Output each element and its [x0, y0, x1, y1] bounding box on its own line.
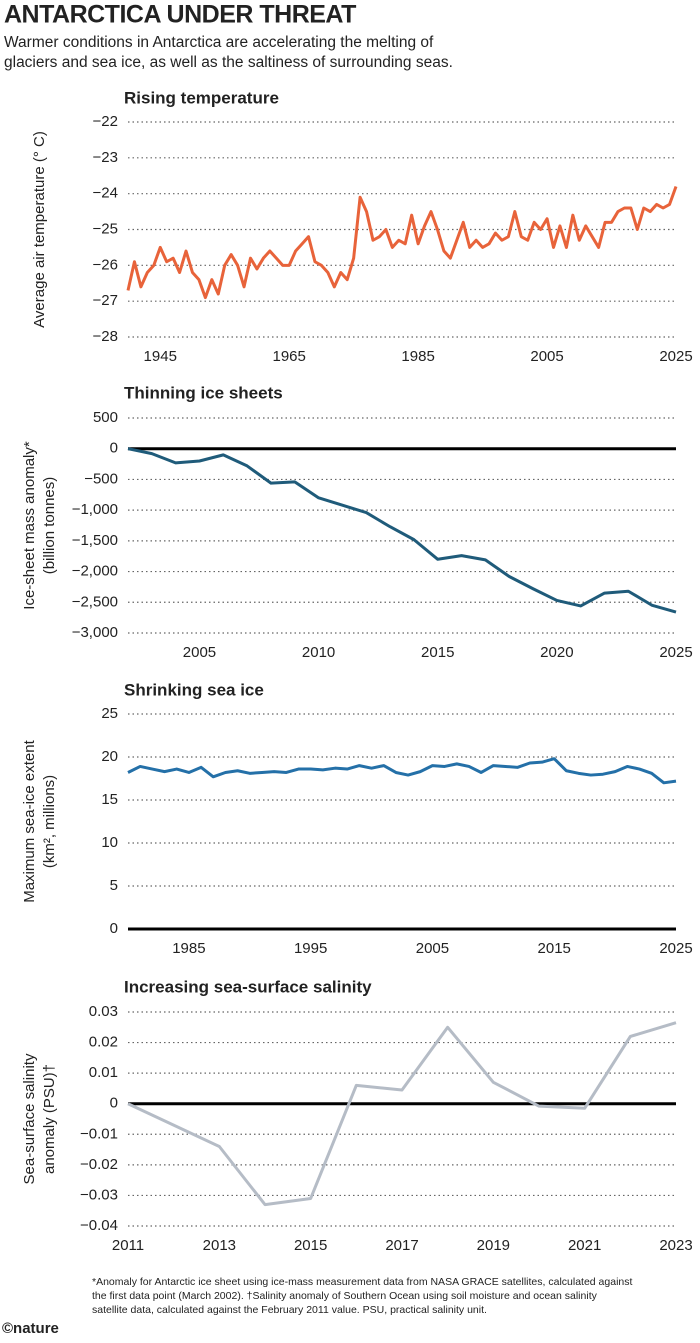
y-axis-label: (billion tonnes): [41, 477, 58, 575]
x-tick-label: 2021: [568, 1237, 601, 1254]
y-tick-label: −24: [93, 185, 118, 202]
y-tick-label: 0: [110, 1095, 118, 1112]
chart-title: Shrinking sea ice: [124, 680, 264, 699]
x-tick-label: 2015: [421, 644, 454, 661]
x-tick-label: 2025: [659, 348, 692, 365]
y-tick-label: −0.03: [80, 1186, 118, 1203]
x-tick-label: 1945: [144, 348, 177, 365]
y-tick-label: 20: [101, 748, 118, 765]
y-tick-label: −23: [93, 149, 118, 166]
y-tick-label: −1,000: [72, 501, 118, 518]
y-tick-label: −0.04: [80, 1217, 118, 1234]
x-tick-label: 2005: [183, 644, 216, 661]
x-tick-label: 2010: [302, 644, 335, 661]
data-line: [127, 757, 677, 785]
y-tick-label: −22: [93, 113, 118, 130]
y-tick-label: −26: [93, 256, 118, 273]
y-tick-label: −500: [84, 470, 118, 487]
y-tick-label: 5: [110, 877, 118, 894]
y-tick-label: 0.01: [89, 1064, 118, 1081]
y-tick-label: 0.02: [89, 1034, 118, 1051]
subtitle: Warmer conditions in Antarctica are acce…: [4, 34, 434, 51]
chart-title: Increasing sea-surface salinity: [124, 977, 372, 996]
y-tick-label: −2,500: [72, 593, 118, 610]
footnote: the first data point (March 2002). †Sali…: [92, 1290, 598, 1302]
x-tick-label: 2015: [294, 1237, 327, 1254]
data-line: [127, 1021, 677, 1207]
x-tick-label: 1985: [172, 940, 205, 957]
x-tick-label: 2005: [416, 940, 449, 957]
y-tick-label: 0.03: [89, 1003, 118, 1020]
x-tick-label: 2011: [112, 1237, 144, 1254]
data-line: [126, 185, 678, 300]
y-tick-label: −0.01: [80, 1125, 118, 1142]
data-line: [127, 447, 677, 614]
x-tick-label: 2025: [659, 644, 692, 661]
x-tick-label: 1995: [294, 940, 327, 957]
chart-title: Thinning ice sheets: [124, 383, 283, 402]
y-tick-label: 0: [110, 920, 118, 937]
y-axis-label: Maximum sea-ice extent: [21, 739, 38, 902]
y-tick-label: 15: [101, 791, 118, 808]
chart-title: Rising temperature: [124, 88, 279, 107]
footnote: satellite data, calculated against the F…: [92, 1304, 487, 1316]
y-tick-label: 10: [101, 834, 118, 851]
y-tick-label: −25: [93, 220, 118, 237]
x-tick-label: 2025: [659, 940, 692, 957]
y-axis-label: anomaly (PSU)†: [41, 1064, 58, 1174]
footnote: *Anomaly for Antarctic ice sheet using i…: [92, 1276, 632, 1288]
credit: ©nature: [2, 1320, 59, 1337]
y-tick-label: −28: [93, 328, 118, 345]
y-axis-label: Ice-sheet mass anomaly*: [21, 441, 38, 610]
y-tick-label: 500: [93, 409, 118, 426]
x-tick-label: 2005: [530, 348, 563, 365]
x-tick-label: 2023: [659, 1237, 692, 1254]
y-tick-label: −1,500: [72, 532, 118, 549]
y-axis-label: Average air temperature (° C): [31, 131, 48, 328]
x-tick-label: 2019: [477, 1237, 510, 1254]
x-tick-label: 2020: [540, 644, 573, 661]
page-title: ANTARCTICA UNDER THREAT: [4, 1, 356, 29]
y-tick-label: −0.02: [80, 1156, 118, 1173]
x-tick-label: 2017: [385, 1237, 418, 1254]
subtitle: glaciers and sea ice, as well as the sal…: [4, 54, 453, 71]
x-tick-label: 1985: [401, 348, 434, 365]
y-tick-label: −2,000: [72, 563, 118, 580]
y-tick-label: −3,000: [72, 624, 118, 641]
y-axis-label: (km², millions): [41, 775, 58, 868]
y-axis-label: Sea-surface salinity: [21, 1053, 38, 1184]
x-tick-label: 1965: [272, 348, 305, 365]
y-tick-label: 25: [101, 705, 118, 722]
x-tick-label: 2013: [203, 1237, 236, 1254]
y-tick-label: −27: [93, 292, 118, 309]
y-tick-label: 0: [110, 440, 118, 457]
x-tick-label: 2015: [538, 940, 571, 957]
